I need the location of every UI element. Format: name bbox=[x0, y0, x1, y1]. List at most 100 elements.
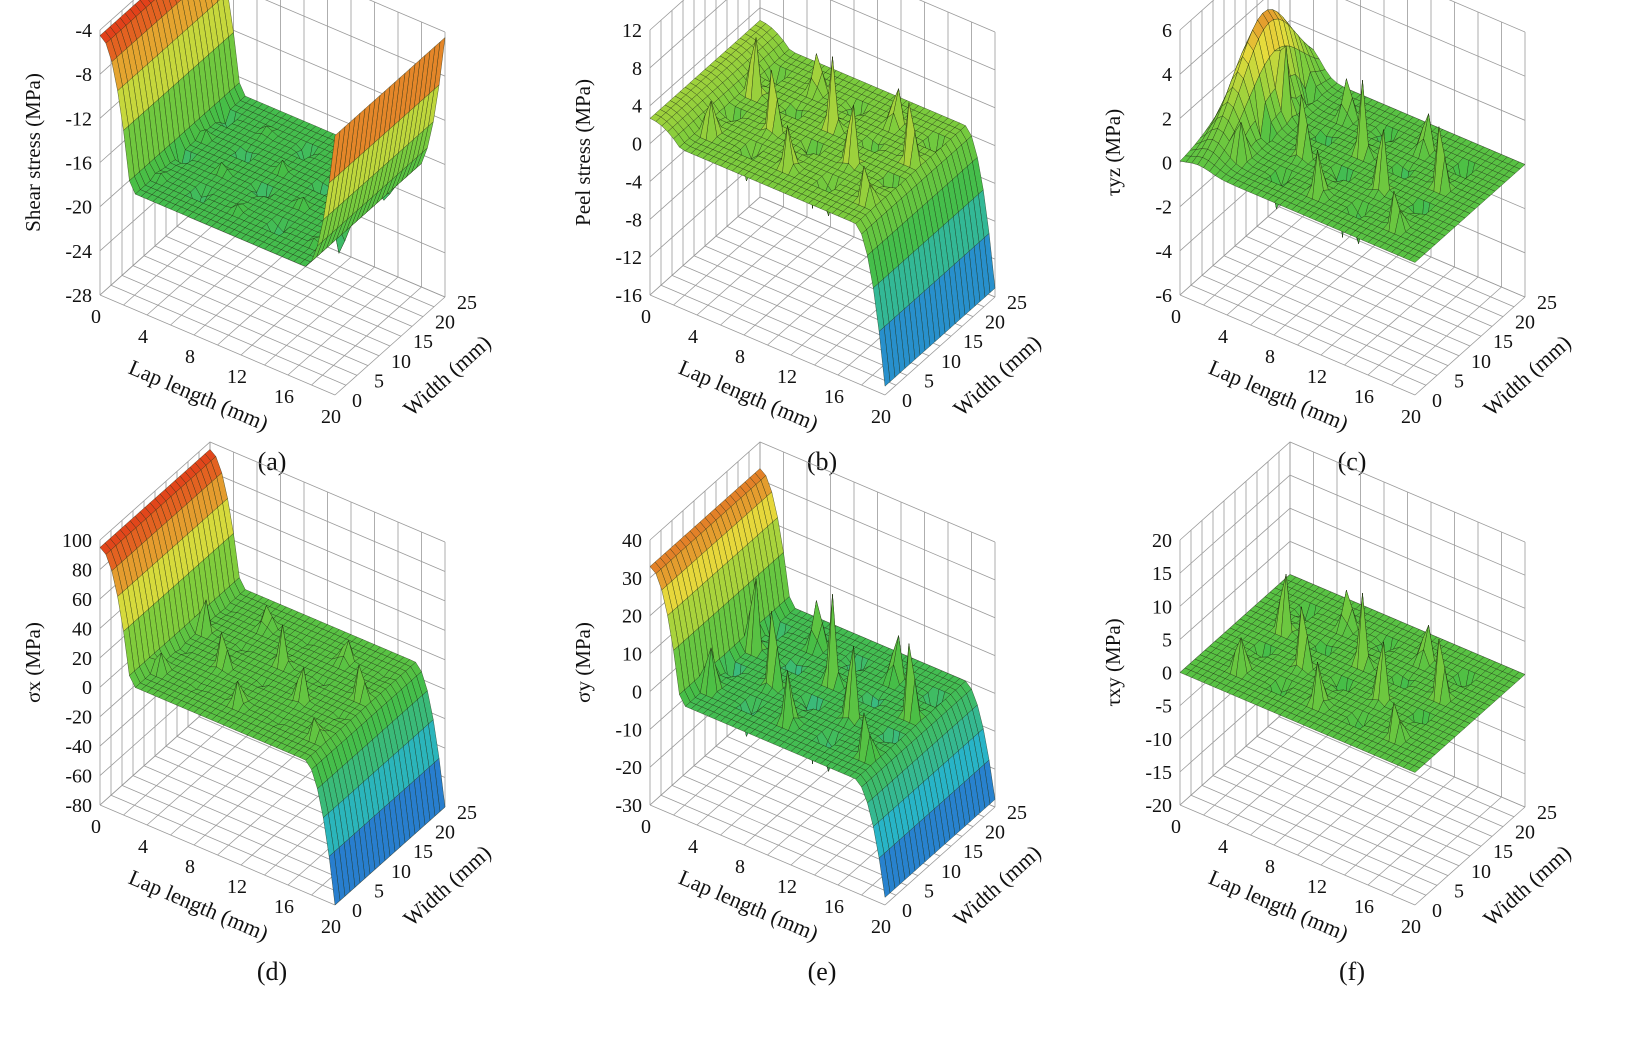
x-tick-label: 20 bbox=[321, 406, 341, 428]
gridline-floor-x bbox=[1204, 717, 1314, 815]
z-tick-label: -40 bbox=[65, 736, 92, 758]
z-tick-label: -6 bbox=[1155, 285, 1172, 307]
z-tick-label: -12 bbox=[65, 108, 92, 130]
y-tick-label: 10 bbox=[941, 351, 961, 373]
surface bbox=[100, 0, 445, 266]
x-axis-label: Lap length (mm) bbox=[675, 864, 822, 945]
y-tick-label: 0 bbox=[352, 900, 362, 922]
x-tick-label: 8 bbox=[1265, 346, 1275, 368]
gridline-floor-x bbox=[1227, 727, 1337, 825]
x-tick-label: 8 bbox=[185, 346, 195, 368]
panel-caption: (d) bbox=[257, 957, 287, 986]
y-tick-label: 0 bbox=[352, 390, 362, 412]
x-tick-label: 0 bbox=[641, 306, 651, 328]
z-tick-label: 40 bbox=[72, 618, 92, 640]
z-tick-label: -8 bbox=[625, 209, 642, 231]
z-tick-label: -80 bbox=[65, 795, 92, 817]
gridline-floor-x bbox=[1321, 767, 1431, 865]
x-tick-label: 4 bbox=[138, 836, 148, 858]
gridline-z bbox=[650, 0, 995, 32]
z-tick-label: 2 bbox=[1162, 108, 1172, 130]
y-tick-label: 15 bbox=[963, 841, 983, 863]
z-tick-label: -12 bbox=[615, 247, 642, 269]
x-tick-label: 4 bbox=[138, 326, 148, 348]
x-tick-label: 12 bbox=[227, 876, 247, 898]
z-tick-label: -16 bbox=[615, 285, 642, 307]
gridline-floor-x bbox=[1251, 227, 1361, 325]
z-tick-label: 4 bbox=[1162, 64, 1172, 86]
surface bbox=[1180, 10, 1525, 263]
gridline-floor-x bbox=[1368, 787, 1478, 885]
x-axis-label: Lap length (mm) bbox=[1205, 354, 1352, 435]
x-tick-label: 16 bbox=[1354, 386, 1374, 408]
gridline-floor-x bbox=[1345, 777, 1455, 875]
z-tick-label: 20 bbox=[622, 606, 642, 628]
z-axis-label: Shear stress (MPa) bbox=[21, 73, 45, 232]
x-axis-label: Lap length (mm) bbox=[125, 354, 272, 435]
gridline-floor-x bbox=[194, 747, 304, 845]
x-axis-label: Lap length (mm) bbox=[125, 864, 272, 945]
panel-caption: (a) bbox=[258, 447, 287, 476]
gridline-floor-x bbox=[744, 237, 854, 335]
z-axis-label: σx (MPa) bbox=[21, 622, 45, 703]
gridline-floor-x bbox=[124, 717, 234, 815]
gridline-floor-x bbox=[265, 267, 375, 365]
y-tick-label: 15 bbox=[413, 841, 433, 863]
y-tick-label: 20 bbox=[985, 312, 1005, 334]
gridline-floor-x bbox=[1251, 737, 1361, 835]
surface bbox=[1180, 574, 1525, 772]
z-tick-label: 80 bbox=[72, 559, 92, 581]
x-tick-label: 12 bbox=[777, 366, 797, 388]
y-tick-label: 5 bbox=[924, 370, 934, 392]
z-tick-label: 0 bbox=[632, 681, 642, 703]
gridline-floor-x bbox=[1204, 207, 1314, 305]
y-tick-label: 25 bbox=[1007, 292, 1027, 314]
panel-caption: (b) bbox=[807, 447, 837, 476]
x-tick-label: 20 bbox=[321, 916, 341, 938]
y-tick-label: 5 bbox=[1454, 370, 1464, 392]
y-tick-label: 25 bbox=[1537, 292, 1557, 314]
surface bbox=[650, 20, 995, 386]
z-tick-label: 0 bbox=[1162, 153, 1172, 175]
gridline-floor-x bbox=[171, 737, 281, 835]
z-tick-label: 0 bbox=[82, 677, 92, 699]
y-tick-label: 15 bbox=[413, 331, 433, 353]
gridline-z bbox=[1180, 0, 1525, 32]
x-tick-label: 4 bbox=[1218, 326, 1228, 348]
z-tick-label: -24 bbox=[65, 241, 92, 263]
y-tick-label: 15 bbox=[1493, 331, 1513, 353]
y-tick-label: 0 bbox=[902, 900, 912, 922]
z-tick-label: -10 bbox=[615, 719, 642, 741]
x-tick-label: 16 bbox=[824, 386, 844, 408]
z-tick-label: 6 bbox=[1162, 20, 1172, 42]
x-tick-label: 8 bbox=[735, 856, 745, 878]
gridline-floor-x bbox=[768, 247, 878, 345]
gridline-floor-x bbox=[1298, 247, 1408, 345]
x-tick-label: 12 bbox=[227, 366, 247, 388]
x-tick-label: 12 bbox=[777, 876, 797, 898]
z-tick-label: -20 bbox=[65, 197, 92, 219]
x-tick-label: 0 bbox=[1171, 306, 1181, 328]
y-tick-label: 20 bbox=[985, 822, 1005, 844]
x-tick-label: 0 bbox=[641, 816, 651, 838]
z-tick-label: -8 bbox=[75, 64, 92, 86]
x-tick-label: 0 bbox=[91, 816, 101, 838]
x-tick-label: 8 bbox=[185, 856, 195, 878]
gridline-floor-x bbox=[721, 227, 831, 325]
z-axis-label: Peel stress (MPa) bbox=[571, 79, 595, 226]
z-tick-label: 12 bbox=[622, 20, 642, 42]
z-tick-label: 30 bbox=[622, 568, 642, 590]
y-tick-label: 20 bbox=[1515, 312, 1535, 334]
